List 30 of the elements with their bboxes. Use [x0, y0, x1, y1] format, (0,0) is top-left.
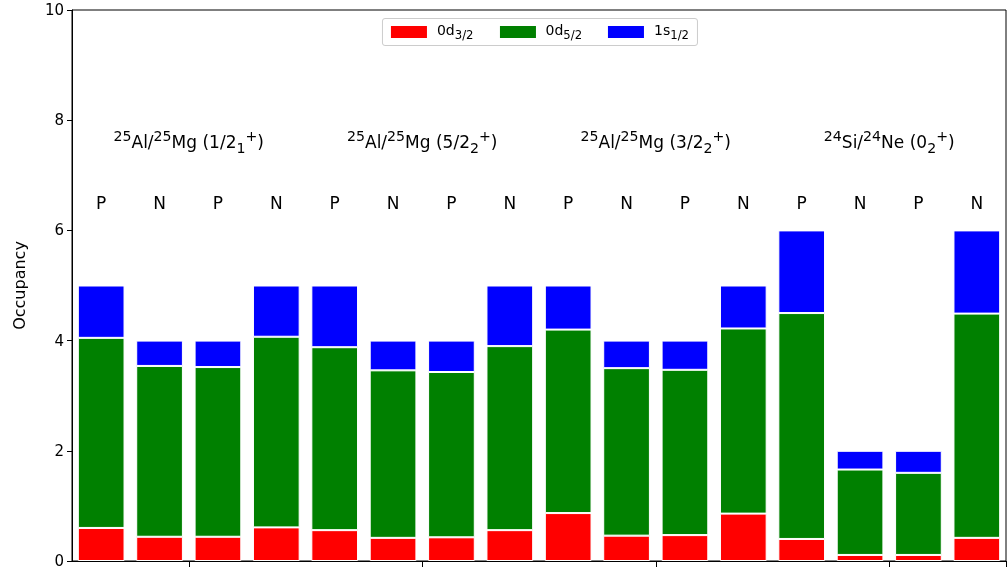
legend-label: 0d$_{3/2}$	[436, 22, 474, 42]
annotation: N	[153, 192, 166, 213]
annotation: $^{25}$Al/$^{25}$Mg (3/2$_{2}$$^{+}$)	[580, 128, 732, 156]
annotation: $^{25}$Al/$^{25}$Mg (1/2$_{1}$$^{+}$)	[113, 128, 265, 156]
annotation: $^{25}$Al/$^{25}$Mg (5/2$_{2}$$^{+}$)	[346, 128, 498, 156]
annotation: N	[386, 192, 400, 213]
annotation: P	[96, 192, 107, 213]
annotation: P	[212, 192, 224, 213]
y-tick-label: 2	[54, 441, 64, 460]
annotation: N	[853, 192, 867, 213]
annotation: N	[620, 192, 633, 213]
annotation: N	[503, 192, 517, 213]
y-tick-label: 6	[54, 221, 64, 240]
annotation: N	[736, 192, 750, 213]
annotation: P	[679, 192, 691, 213]
annotation: P	[563, 192, 574, 213]
y-tick-label: 4	[54, 331, 64, 350]
legend-label: 1s$_{1/2}$	[654, 22, 690, 42]
annotation: N	[269, 192, 283, 213]
legend-label: 0d$_{5/2}$	[545, 22, 583, 42]
y-tick-label: 0	[54, 552, 64, 569]
annotation: N	[970, 192, 984, 213]
y-tick-label: 8	[54, 111, 64, 130]
y-axis-title: Occupancy	[9, 241, 29, 330]
annotation: P	[446, 192, 457, 213]
y-tick-label: 10	[44, 1, 64, 19]
annotation: P	[913, 192, 924, 213]
annotation: $^{24}$Si/$^{24}$Ne (0$_{2}$$^{+}$)	[823, 128, 955, 156]
annotation: P	[329, 192, 340, 213]
annotation: P	[796, 192, 807, 213]
